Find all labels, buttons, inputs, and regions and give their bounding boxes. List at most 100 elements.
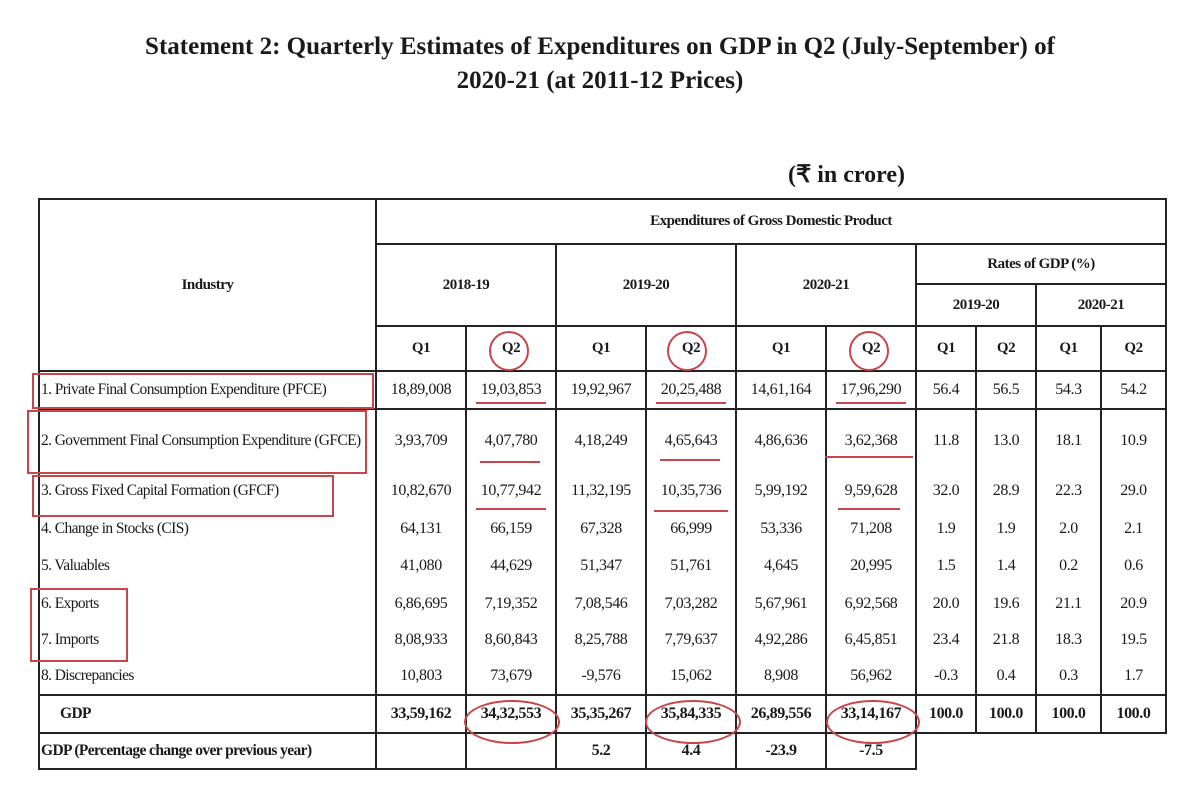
value-cell: 19,92,967 (555, 370, 647, 410)
value-cell: 1.9 (975, 511, 1037, 547)
gdp-change-row: GDP (Percentage change over previous yea… (38, 732, 1166, 770)
value-cell: 2.1 (1100, 511, 1167, 547)
value-cell: 66,159 (465, 511, 557, 547)
gdp-change-cell (375, 732, 467, 770)
value-cell: 67,328 (555, 511, 647, 547)
value-cell: 20,25,488 (645, 370, 737, 410)
value-cell: 8,25,788 (555, 622, 647, 658)
value-cell: 17,96,290 (825, 370, 917, 410)
year-header: 2020-21 (735, 243, 917, 327)
value-cell: 7,79,637 (645, 622, 737, 658)
quarter-header: Q2 (645, 325, 737, 372)
value-cell: 0.2 (1035, 547, 1102, 585)
value-cell: 0.3 (1035, 658, 1102, 695)
value-cell: 21.1 (1035, 585, 1102, 622)
value-cell: 4,65,643 (645, 409, 737, 471)
value-cell: 23.4 (915, 622, 977, 658)
table-row: 1. Private Final Consumption Expenditure… (38, 370, 1167, 410)
row-label: 4. Change in Stocks (CIS) (38, 511, 377, 547)
value-cell: 54.3 (1035, 370, 1102, 410)
gdp-row: GDP 33,59,162 34,32,553 35,35,267 35,84,335 2… (38, 694, 1167, 734)
value-cell: 11,32,195 (555, 471, 647, 511)
value-cell: 54.2 (1100, 370, 1167, 410)
value-cell: 5,67,961 (735, 585, 827, 622)
row-label: 7. Imports (38, 622, 377, 658)
table-row: 7. Imports 8,08,933 8,60,843 8,25,788 7,79,6… (38, 622, 1167, 658)
quarter-header: Q1 (735, 325, 827, 372)
value-cell: 18.1 (1035, 409, 1102, 471)
value-cell: 4,07,780 (465, 409, 557, 471)
value-cell: 8,908 (735, 658, 827, 695)
value-cell: 5,99,192 (735, 471, 827, 511)
value-cell: 2.0 (1035, 511, 1102, 547)
value-cell: 56,962 (825, 658, 917, 695)
value-cell: 53,336 (735, 511, 827, 547)
table-row: 4. Change in Stocks (CIS) 64,131 66,159 67,… (38, 511, 1167, 547)
quarter-header: Q1 (915, 325, 977, 372)
title-line-1: Statement 2: Quarterly Estimates of Expe… (145, 33, 1055, 60)
gdp-change-label: GDP (Percentage change over previous yea… (38, 732, 377, 770)
quarter-header: Q1 (375, 325, 467, 372)
value-cell: 28.9 (975, 471, 1037, 511)
gdp-value-cell: 100.0 (975, 694, 1037, 734)
quarter-header: Q1 (1035, 325, 1102, 372)
quarter-header: Q1 (555, 325, 647, 372)
rate-year-header: 2020-21 (1035, 283, 1167, 327)
gdp-value-cell: 100.0 (1100, 694, 1167, 734)
value-cell: 32.0 (915, 471, 977, 511)
gdp-value-cell: 33,14,167 (825, 694, 917, 734)
value-cell: 7,08,546 (555, 585, 647, 622)
value-cell: 6,86,695 (375, 585, 467, 622)
value-cell: 64,131 (375, 511, 467, 547)
value-cell: 56.5 (975, 370, 1037, 410)
value-cell: 29.0 (1100, 471, 1167, 511)
gdp-value-cell: 100.0 (1035, 694, 1102, 734)
value-cell: 13.0 (975, 409, 1037, 471)
value-cell: 8,08,933 (375, 622, 467, 658)
gdp-change-cell (465, 732, 557, 770)
value-cell: 15,062 (645, 658, 737, 695)
value-cell: 3,62,368 (825, 409, 917, 471)
value-cell: 4,86,636 (735, 409, 827, 471)
empty-cell (916, 733, 976, 769)
gdp-change-cell: 5.2 (555, 732, 647, 770)
gdp-value-cell: 35,84,335 (645, 694, 737, 734)
row-label: 5. Valuables (38, 547, 377, 585)
value-cell: -9,576 (555, 658, 647, 695)
quarter-header: Q2 (975, 325, 1037, 372)
value-cell: 7,19,352 (465, 585, 557, 622)
value-cell: 9,59,628 (825, 471, 917, 511)
table-row: 3. Gross Fixed Capital Formation (GFCF) 1… (38, 471, 1167, 511)
value-cell: 1.9 (915, 511, 977, 547)
value-cell: 56.4 (915, 370, 977, 410)
gdp-value-cell: 33,59,162 (375, 694, 467, 734)
value-cell: 20.9 (1100, 585, 1167, 622)
value-cell: 19.5 (1100, 622, 1167, 658)
value-cell: 0.6 (1100, 547, 1167, 585)
value-cell: 8,60,843 (465, 622, 557, 658)
row-label: 1. Private Final Consumption Expenditure… (38, 370, 377, 410)
value-cell: 44,629 (465, 547, 557, 585)
gdp-change-cell: -23.9 (735, 732, 827, 770)
value-cell: 10,82,670 (375, 471, 467, 511)
row-label: 6. Exports (38, 585, 377, 622)
gdp-value-cell: 34,32,553 (465, 694, 557, 734)
value-cell: 4,92,286 (735, 622, 827, 658)
value-cell: 4,18,249 (555, 409, 647, 471)
industry-header: Industry (38, 198, 377, 372)
row-label: 3. Gross Fixed Capital Formation (GFCF) (38, 471, 377, 511)
value-cell: 1.5 (915, 547, 977, 585)
table-row: 2. Government Final Consumption Expendit… (38, 409, 1167, 471)
value-cell: 18,89,008 (375, 370, 467, 410)
empty-cell (1101, 733, 1166, 769)
value-cell: 14,61,164 (735, 370, 827, 410)
gdp-value-cell: 35,35,267 (555, 694, 647, 734)
value-cell: 20,995 (825, 547, 917, 585)
value-cell: 51,761 (645, 547, 737, 585)
year-header: 2019-20 (555, 243, 737, 327)
value-cell: 22.3 (1035, 471, 1102, 511)
value-cell: 6,45,851 (825, 622, 917, 658)
rates-header: Rates of GDP (%) (915, 243, 1167, 285)
gdp-value-cell: 100.0 (915, 694, 977, 734)
empty-cell (1036, 733, 1101, 769)
